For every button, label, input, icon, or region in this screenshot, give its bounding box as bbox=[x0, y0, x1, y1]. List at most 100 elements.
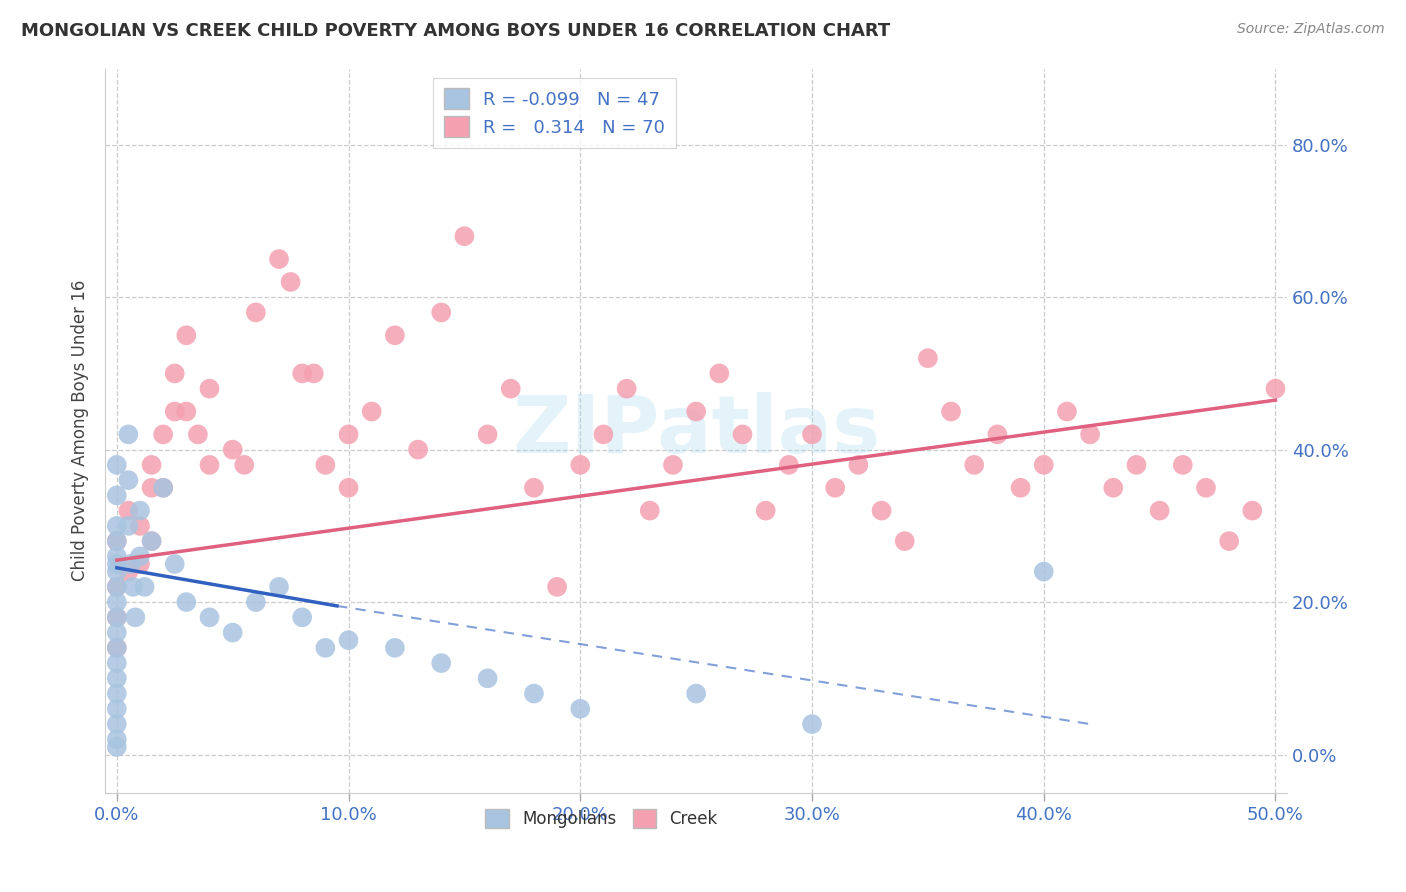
Point bbox=[1125, 458, 1147, 472]
Point bbox=[105, 739, 128, 754]
Text: Source: ZipAtlas.com: Source: ZipAtlas.com bbox=[1237, 22, 1385, 37]
Point bbox=[569, 702, 592, 716]
Point bbox=[117, 519, 139, 533]
Point bbox=[105, 717, 128, 731]
Point bbox=[801, 427, 824, 442]
Point bbox=[267, 252, 290, 266]
Point bbox=[124, 610, 146, 624]
Point bbox=[105, 610, 128, 624]
Point bbox=[105, 625, 128, 640]
Point bbox=[1102, 481, 1125, 495]
Text: ZIPatlas: ZIPatlas bbox=[512, 392, 880, 469]
Point bbox=[105, 534, 128, 549]
Point bbox=[105, 565, 128, 579]
Point bbox=[221, 442, 243, 457]
Point bbox=[778, 458, 800, 472]
Point bbox=[1078, 427, 1101, 442]
Point bbox=[221, 625, 243, 640]
Point bbox=[105, 549, 128, 564]
Point bbox=[198, 382, 221, 396]
Point bbox=[430, 656, 453, 670]
Point bbox=[163, 557, 186, 571]
Point bbox=[129, 549, 152, 564]
Point bbox=[176, 404, 198, 418]
Point bbox=[198, 458, 221, 472]
Point bbox=[893, 534, 915, 549]
Text: MONGOLIAN VS CREEK CHILD POVERTY AMONG BOYS UNDER 16 CORRELATION CHART: MONGOLIAN VS CREEK CHILD POVERTY AMONG B… bbox=[21, 22, 890, 40]
Point bbox=[453, 229, 475, 244]
Point bbox=[152, 481, 174, 495]
Point bbox=[141, 458, 163, 472]
Point bbox=[105, 488, 128, 502]
Point bbox=[430, 305, 453, 319]
Point bbox=[523, 687, 546, 701]
Point bbox=[105, 595, 128, 609]
Point bbox=[939, 404, 962, 418]
Point bbox=[685, 404, 707, 418]
Point bbox=[163, 367, 186, 381]
Point bbox=[870, 503, 893, 517]
Point bbox=[105, 640, 128, 655]
Point bbox=[755, 503, 778, 517]
Point bbox=[616, 382, 638, 396]
Point bbox=[117, 427, 139, 442]
Point bbox=[685, 687, 707, 701]
Point bbox=[187, 427, 209, 442]
Point bbox=[105, 519, 128, 533]
Point bbox=[986, 427, 1008, 442]
Point bbox=[152, 481, 174, 495]
Point bbox=[1264, 382, 1286, 396]
Point bbox=[1149, 503, 1171, 517]
Point bbox=[1195, 481, 1218, 495]
Point bbox=[105, 458, 128, 472]
Point bbox=[105, 610, 128, 624]
Point bbox=[824, 481, 846, 495]
Point bbox=[1241, 503, 1264, 517]
Point bbox=[406, 442, 429, 457]
Point bbox=[569, 458, 592, 472]
Point bbox=[1056, 404, 1078, 418]
Point bbox=[1032, 565, 1054, 579]
Point bbox=[523, 481, 546, 495]
Point bbox=[1032, 458, 1054, 472]
Point bbox=[129, 503, 152, 517]
Point bbox=[105, 534, 128, 549]
Point bbox=[105, 687, 128, 701]
Point bbox=[105, 640, 128, 655]
Point bbox=[1218, 534, 1240, 549]
Point bbox=[314, 640, 336, 655]
Point bbox=[245, 305, 267, 319]
Point bbox=[337, 481, 360, 495]
Point bbox=[709, 367, 731, 381]
Point bbox=[280, 275, 302, 289]
Point bbox=[141, 481, 163, 495]
Point bbox=[267, 580, 290, 594]
Point bbox=[122, 580, 145, 594]
Point bbox=[638, 503, 661, 517]
Point bbox=[546, 580, 568, 594]
Point bbox=[477, 671, 499, 685]
Point bbox=[134, 580, 156, 594]
Point bbox=[117, 503, 139, 517]
Point bbox=[1010, 481, 1032, 495]
Point bbox=[105, 557, 128, 571]
Point bbox=[152, 427, 174, 442]
Point bbox=[384, 328, 406, 343]
Point bbox=[117, 565, 139, 579]
Point bbox=[105, 580, 128, 594]
Point bbox=[141, 534, 163, 549]
Point bbox=[105, 580, 128, 594]
Point bbox=[314, 458, 336, 472]
Point bbox=[245, 595, 267, 609]
Point bbox=[360, 404, 382, 418]
Point bbox=[477, 427, 499, 442]
Legend: Mongolians, Creek: Mongolians, Creek bbox=[478, 803, 724, 835]
Y-axis label: Child Poverty Among Boys Under 16: Child Poverty Among Boys Under 16 bbox=[72, 280, 89, 582]
Point bbox=[848, 458, 870, 472]
Point bbox=[337, 633, 360, 648]
Point bbox=[1171, 458, 1194, 472]
Point bbox=[129, 519, 152, 533]
Point bbox=[105, 732, 128, 747]
Point bbox=[917, 351, 939, 366]
Point bbox=[105, 671, 128, 685]
